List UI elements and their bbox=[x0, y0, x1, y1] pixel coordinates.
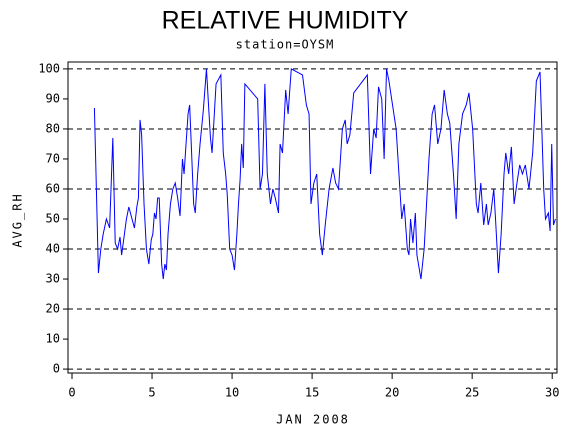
y-tick-label: 70 bbox=[46, 151, 60, 165]
y-tick-label: 40 bbox=[46, 242, 60, 256]
x-tick-label: 25 bbox=[465, 386, 479, 400]
y-tick-label: 0 bbox=[53, 362, 60, 376]
x-axis-label: JAN 2008 bbox=[276, 413, 350, 427]
y-tick-label: 100 bbox=[38, 61, 60, 75]
y-tick-label: 60 bbox=[46, 181, 60, 195]
y-tick-label: 50 bbox=[46, 212, 60, 226]
y-tick-label: 80 bbox=[46, 121, 60, 135]
y-tick-label: 10 bbox=[46, 332, 60, 346]
chart-subtitle: station=OYSM bbox=[236, 38, 335, 52]
y-tick-label: 20 bbox=[46, 302, 60, 316]
y-tick-label: 90 bbox=[46, 91, 60, 105]
x-tick-label: 10 bbox=[225, 386, 239, 400]
x-tick-label: 5 bbox=[148, 386, 155, 400]
chart-title: RELATIVE HUMIDITY bbox=[162, 7, 409, 35]
data-line bbox=[93, 68, 556, 280]
y-tick-label: 30 bbox=[46, 272, 60, 286]
x-tick-label: 15 bbox=[305, 386, 319, 400]
x-tick-label: 30 bbox=[545, 386, 559, 400]
y-axis-label: AVG_RH bbox=[11, 192, 25, 247]
x-tick-label: 20 bbox=[385, 386, 399, 400]
x-tick-label: 0 bbox=[68, 386, 75, 400]
